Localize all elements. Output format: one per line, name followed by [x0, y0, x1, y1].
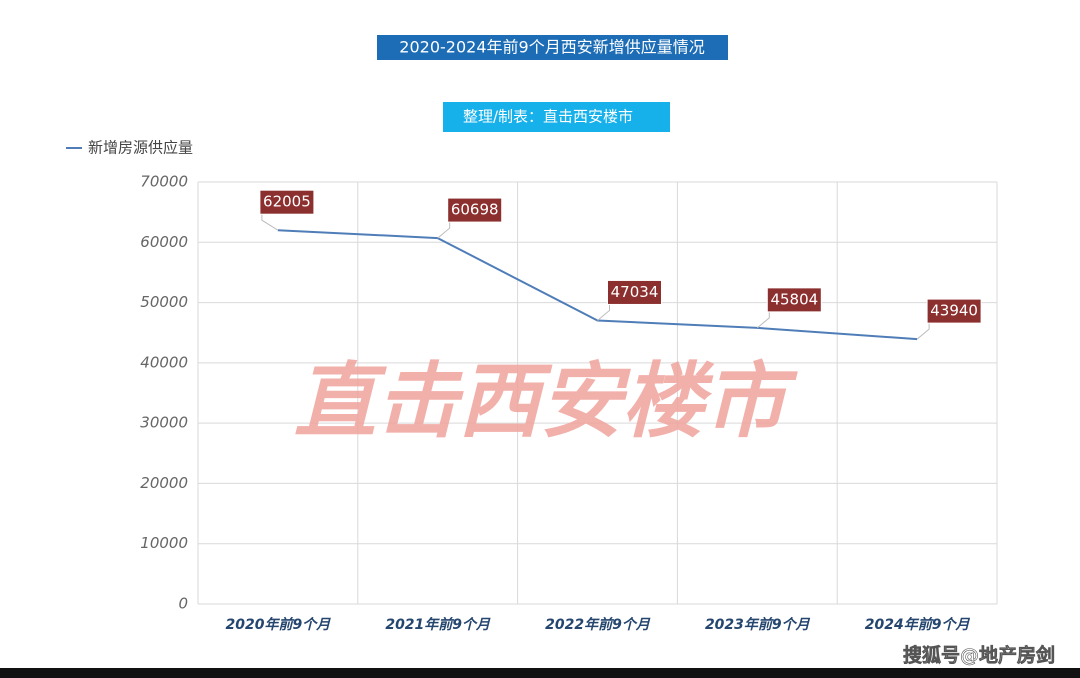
source-watermark: 搜狐号@地产房剑: [903, 644, 1055, 667]
chart-subtitle: 整理/制表：直击西安楼市: [463, 108, 633, 126]
x-tick-label: 2021年前9个月: [385, 616, 491, 633]
data-label: 60698: [451, 201, 499, 219]
y-tick-label: 30000: [140, 414, 188, 432]
y-tick-label: 50000: [140, 293, 188, 311]
y-tick-label: 60000: [140, 233, 188, 251]
bottom-bar: [0, 668, 1080, 678]
data-label: 62005: [263, 193, 311, 211]
legend-label: 新增房源供应量: [88, 139, 193, 157]
data-label-box: [447, 197, 503, 223]
label-leader: [916, 323, 930, 340]
plot-area: 0 10000 20000 30000 40000 50000 60000 70000 2020…: [140, 173, 998, 633]
x-tick-label: 2022年前9个月: [545, 616, 651, 633]
y-tick-label: 0: [178, 595, 188, 613]
y-tick-label: 20000: [140, 474, 188, 492]
data-label: 43940: [930, 302, 978, 320]
data-label-box: [259, 189, 315, 215]
x-tick-label: 2023年前9个月: [705, 616, 811, 633]
label-leader: [597, 304, 610, 321]
label-leader: [437, 222, 451, 239]
subtitle-background: [443, 102, 670, 132]
data-label: 47034: [611, 283, 659, 301]
label-leader: [756, 311, 770, 329]
watermark: 直击西安楼市: [294, 353, 798, 449]
x-tick-label: 2020年前9个月: [226, 616, 332, 633]
chart-title: 2020-2024年前9个月西安新增供应量情况: [399, 38, 704, 57]
x-tick-label: 2024年前9个月: [865, 616, 971, 633]
title-background: [377, 35, 728, 60]
y-tick-label: 70000: [140, 173, 188, 191]
data-label-box: [607, 279, 662, 305]
y-tick-label: 40000: [140, 353, 188, 371]
y-tick-label: 10000: [140, 534, 188, 552]
data-label: 45804: [770, 290, 818, 308]
data-label-box: [766, 287, 822, 313]
data-label-box: [926, 298, 982, 324]
label-leader: [261, 214, 279, 231]
